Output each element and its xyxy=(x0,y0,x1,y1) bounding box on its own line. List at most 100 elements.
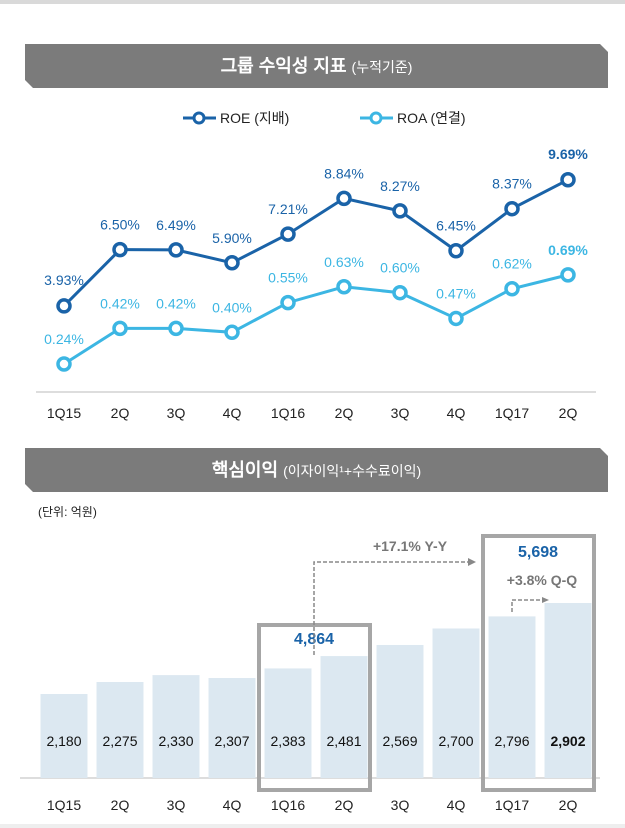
series-line-roa xyxy=(63,273,569,366)
bottom-divider xyxy=(0,824,625,828)
data-point xyxy=(504,200,520,217)
data-point xyxy=(392,284,408,301)
x-tick-label: 2Q xyxy=(111,797,130,813)
legend-marker xyxy=(369,111,383,125)
data-label: 8.84% xyxy=(324,165,364,181)
data-label: 0.42% xyxy=(100,295,140,311)
data-point xyxy=(168,242,184,258)
data-label: 0.55% xyxy=(268,270,308,286)
data-point xyxy=(56,356,72,372)
top-divider xyxy=(0,0,625,4)
yoy-arrowhead xyxy=(468,558,476,566)
data-label: 6.45% xyxy=(436,218,476,234)
bar-value-label: 2,330 xyxy=(158,733,193,749)
qoq-growth-label: +3.8% Q-Q xyxy=(507,572,578,588)
data-point xyxy=(112,241,128,258)
yoy-growth-label: +17.1% Y-Y xyxy=(373,538,448,554)
bar xyxy=(320,656,368,778)
data-label: 0.69% xyxy=(548,242,588,258)
data-label: 0.40% xyxy=(212,299,252,315)
data-point xyxy=(112,320,128,337)
x-tick-label: 4Q xyxy=(223,405,242,421)
x-tick-label: 3Q xyxy=(391,797,410,813)
x-tick-label: 3Q xyxy=(391,405,410,421)
bar-value-label: 2,700 xyxy=(438,733,473,749)
bar xyxy=(376,644,424,778)
chart-subtitle: (이자이익¹+수수료이익) xyxy=(283,463,422,479)
data-point xyxy=(448,242,464,259)
series-line-roe xyxy=(62,178,569,307)
data-label: 8.37% xyxy=(492,176,532,192)
legend-label: ROE (지배) xyxy=(220,110,289,126)
data-point xyxy=(224,255,240,271)
data-point xyxy=(336,279,352,295)
x-tick-label: 3Q xyxy=(167,797,186,813)
qoq-arrow xyxy=(511,599,542,612)
x-tick-label: 1Q16 xyxy=(271,797,305,813)
bar-value-label: 2,902 xyxy=(550,733,585,749)
bar-value-label: 2,569 xyxy=(382,733,417,749)
bar-value-label: 2,180 xyxy=(46,733,81,749)
x-tick-label: 4Q xyxy=(223,797,242,813)
yoy-arrow xyxy=(313,561,468,655)
data-label: 8.27% xyxy=(380,178,420,194)
data-label: 0.60% xyxy=(380,260,420,276)
bar-value-label: 2,383 xyxy=(270,733,305,749)
data-point xyxy=(560,267,576,283)
x-tick-label: 2Q xyxy=(111,405,130,421)
x-tick-label: 4Q xyxy=(447,405,466,421)
x-tick-label: 3Q xyxy=(167,405,186,421)
data-point xyxy=(448,310,464,327)
h1-2017-total: 5,698 xyxy=(518,544,558,561)
x-tick-label: 2Q xyxy=(559,797,578,813)
x-tick-label: 4Q xyxy=(447,797,466,813)
data-label: 0.63% xyxy=(324,254,364,270)
bar xyxy=(264,668,312,778)
data-point xyxy=(280,226,296,242)
data-point xyxy=(168,320,184,337)
data-point xyxy=(336,190,352,207)
chart-title: 핵심이익 xyxy=(211,460,279,480)
data-point xyxy=(560,172,576,188)
data-point xyxy=(56,298,72,314)
data-label: 7.21% xyxy=(268,201,308,217)
x-tick-label: 1Q15 xyxy=(47,405,81,421)
x-tick-label: 1Q15 xyxy=(47,797,81,813)
data-label: 0.42% xyxy=(156,295,196,311)
bar-value-label: 2,796 xyxy=(494,733,529,749)
x-tick-label: 1Q16 xyxy=(271,405,305,421)
chart-subtitle: (누적기준) xyxy=(351,59,413,75)
bar xyxy=(544,603,592,778)
bar-value-label: 2,275 xyxy=(102,733,137,749)
data-label: 0.24% xyxy=(44,331,84,347)
data-label: 6.50% xyxy=(100,217,140,233)
chart-title: 그룹 수익성 지표 xyxy=(220,56,347,76)
data-label: 6.49% xyxy=(156,217,196,233)
unit-label: (단위: 억원) xyxy=(38,505,97,519)
data-point xyxy=(280,294,296,311)
data-label: 5.90% xyxy=(212,230,252,246)
data-label: 9.69% xyxy=(548,146,588,162)
bar xyxy=(208,677,256,778)
data-label: 0.62% xyxy=(492,256,532,272)
bar-value-label: 2,481 xyxy=(326,733,361,749)
data-point xyxy=(504,280,520,297)
x-tick-label: 1Q17 xyxy=(495,405,529,421)
data-point xyxy=(392,203,408,219)
bar xyxy=(152,675,200,778)
highlight-box-1h17 xyxy=(481,534,596,792)
bar xyxy=(488,616,536,778)
legend-marker xyxy=(192,111,206,125)
bar xyxy=(96,682,144,778)
x-tick-label: 2Q xyxy=(335,405,354,421)
bar xyxy=(432,628,480,778)
roe-roa-title-banner: 그룹 수익성 지표 (누적기준) xyxy=(25,44,608,88)
bar-value-label: 2,307 xyxy=(214,733,249,749)
bar xyxy=(40,694,88,778)
x-tick-label: 2Q xyxy=(559,405,578,421)
data-point xyxy=(224,324,240,341)
qoq-arrowhead xyxy=(542,597,549,603)
core-income-title-banner: 핵심이익 (이자이익¹+수수료이익) xyxy=(25,448,608,492)
